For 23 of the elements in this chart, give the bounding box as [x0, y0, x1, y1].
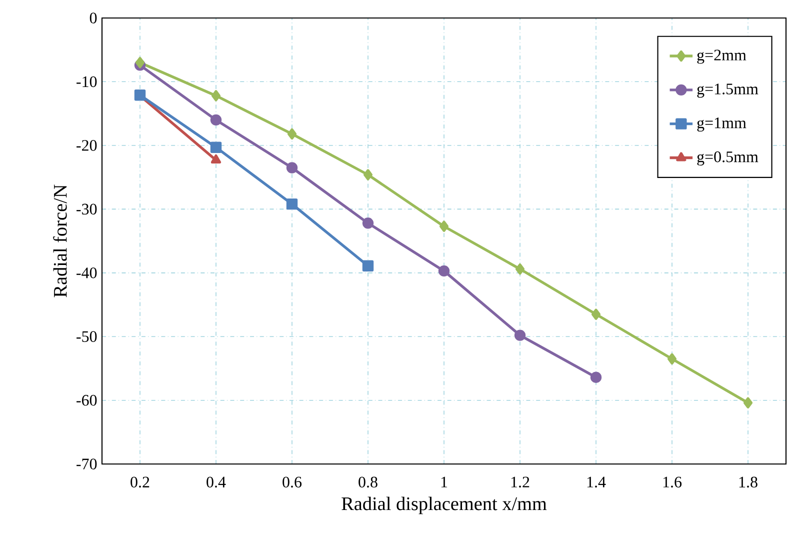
x-tick-label: 0.6 — [282, 476, 302, 488]
y-tick-label: -30 — [76, 204, 97, 215]
y-tick-label: -40 — [76, 267, 97, 278]
x-tick-label: 1 — [441, 476, 448, 488]
x-tick-label: 1.6 — [663, 476, 682, 488]
y-tick-label: -50 — [76, 331, 97, 342]
y-tick-label: -20 — [76, 140, 97, 151]
legend-label: g=0.5mm — [697, 151, 758, 166]
x-axis-title: Radial displacement x/mm — [342, 496, 547, 514]
legend-label: g=2mm — [697, 50, 746, 64]
y-tick-label: -60 — [76, 394, 97, 406]
y-tick-label: -10 — [76, 76, 97, 88]
x-tick-label: 1.2 — [511, 476, 530, 488]
x-tick-label: 1.4 — [587, 476, 606, 488]
x-tick-label: 0.8 — [358, 476, 378, 488]
legend-label: g=1mm — [697, 118, 746, 132]
x-tick-label: 0.4 — [206, 476, 226, 488]
y-tick-label: 0 — [90, 12, 97, 24]
x-tick-label: 1.8 — [739, 476, 758, 488]
x-tick-label: 0.2 — [130, 476, 150, 488]
legend-label: g=1.5mm — [697, 84, 758, 98]
y-tick-label: -70 — [76, 458, 97, 470]
y-axis-title: Radial force/N — [53, 184, 67, 298]
